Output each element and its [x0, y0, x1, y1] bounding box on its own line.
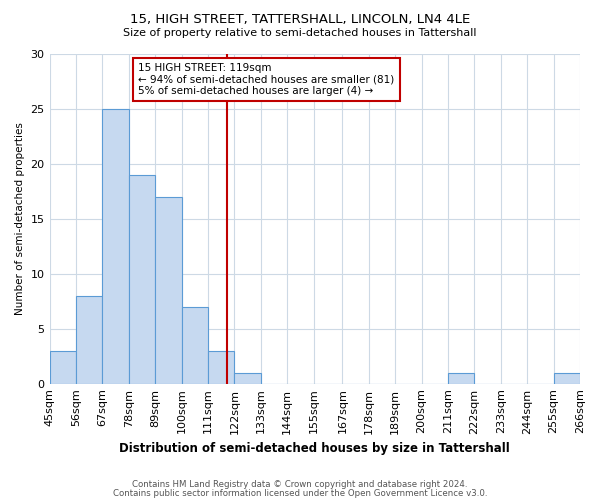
Bar [182, 307, 208, 384]
Bar [448, 372, 475, 384]
Bar [50, 350, 76, 384]
Text: Contains public sector information licensed under the Open Government Licence v3: Contains public sector information licen… [113, 488, 487, 498]
Text: Size of property relative to semi-detached houses in Tattershall: Size of property relative to semi-detach… [123, 28, 477, 38]
Y-axis label: Number of semi-detached properties: Number of semi-detached properties [15, 122, 25, 316]
Bar [235, 372, 261, 384]
Bar [155, 197, 182, 384]
Bar [76, 296, 103, 384]
Text: 15, HIGH STREET, TATTERSHALL, LINCOLN, LN4 4LE: 15, HIGH STREET, TATTERSHALL, LINCOLN, L… [130, 12, 470, 26]
Bar [103, 109, 129, 384]
Text: Contains HM Land Registry data © Crown copyright and database right 2024.: Contains HM Land Registry data © Crown c… [132, 480, 468, 489]
Bar [208, 350, 235, 384]
X-axis label: Distribution of semi-detached houses by size in Tattershall: Distribution of semi-detached houses by … [119, 442, 510, 455]
Text: 15 HIGH STREET: 119sqm
← 94% of semi-detached houses are smaller (81)
5% of semi: 15 HIGH STREET: 119sqm ← 94% of semi-det… [139, 63, 395, 96]
Bar [129, 175, 155, 384]
Bar [554, 372, 580, 384]
